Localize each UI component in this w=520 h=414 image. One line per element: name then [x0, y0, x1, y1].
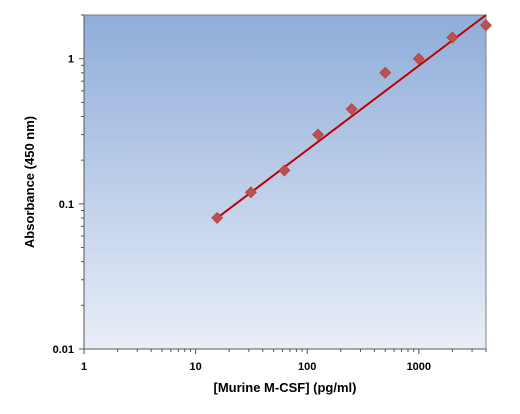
data-points — [211, 19, 492, 224]
data-point — [244, 186, 257, 199]
data-point — [480, 19, 492, 32]
y-tick-label: 0.1 — [59, 199, 74, 211]
y-axis-title: Absorbance (450 nm) — [22, 116, 37, 248]
y-tick-label: 1 — [68, 54, 74, 66]
x-tick-label: 100 — [298, 361, 316, 373]
data-point — [312, 128, 324, 141]
x-tick-label: 1000 — [407, 361, 431, 373]
data-point — [446, 31, 459, 44]
x-tick-label: 10 — [189, 361, 201, 373]
x-axis-title: [Murine M-CSF] (pg/ml) — [214, 380, 357, 395]
axes: 1 10 100 1000 0.01 0.1 1 — [53, 14, 487, 373]
data-point — [278, 164, 291, 177]
data-point — [345, 103, 358, 115]
axis-labels: [Murine M-CSF] (pg/ml) Absorbance (450 n… — [22, 116, 356, 395]
data-point — [412, 52, 425, 65]
y-tick-label: 0.01 — [53, 344, 74, 356]
fit-line — [216, 14, 487, 219]
data-point — [211, 211, 224, 224]
fit-line-group — [216, 14, 487, 219]
x-tick-label: 1 — [81, 361, 87, 373]
data-point — [379, 66, 392, 79]
plot-area — [84, 15, 486, 349]
